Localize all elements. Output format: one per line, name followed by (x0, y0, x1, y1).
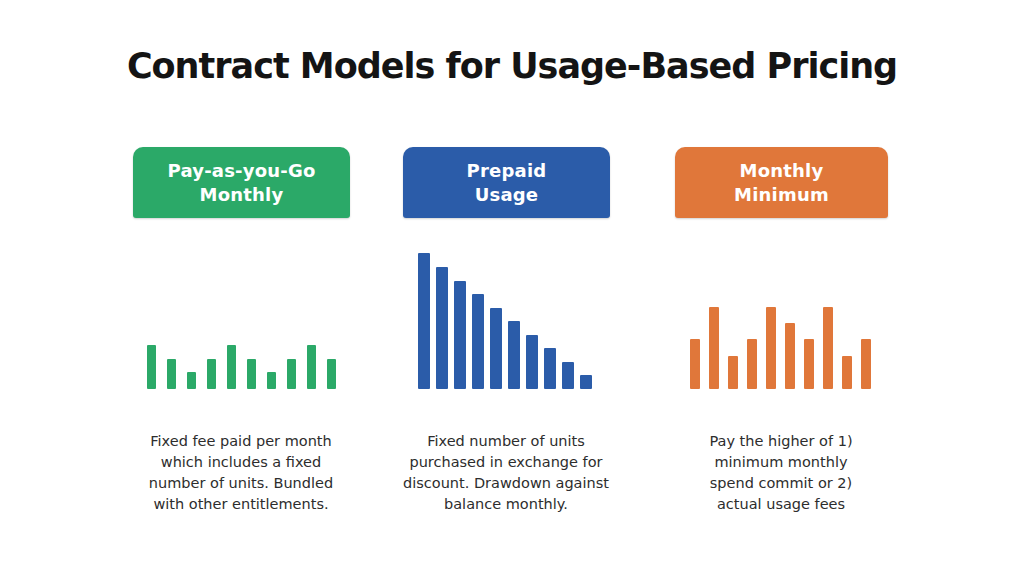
bar (167, 359, 176, 389)
bar (307, 345, 316, 389)
header-box-monthly-minimum: Monthly Minimum (675, 147, 888, 218)
bar-chart-prepaid-usage (418, 253, 592, 389)
bar-chart-monthly-minimum (690, 307, 871, 389)
bar (690, 339, 700, 389)
description-pay-as-you-go: Fixed fee paid per month which includes … (126, 431, 356, 515)
bar (147, 345, 156, 389)
bar (207, 359, 216, 389)
bar (508, 321, 520, 389)
bar (187, 372, 196, 389)
bar (247, 359, 256, 389)
description-prepaid-usage: Fixed number of units purchased in excha… (391, 431, 621, 515)
bar (472, 294, 484, 389)
bar (709, 307, 719, 389)
description-monthly-minimum: Pay the higher of 1) minimum monthly spe… (676, 431, 886, 515)
bar (436, 267, 448, 389)
header-box-prepaid-usage: Prepaid Usage (403, 147, 610, 218)
bar (327, 359, 336, 389)
bar (747, 339, 757, 389)
bar (526, 335, 538, 389)
bar (227, 345, 236, 389)
bar (804, 339, 814, 389)
bar (580, 375, 592, 389)
bar (418, 253, 430, 389)
bar (728, 356, 738, 389)
bar (267, 372, 276, 389)
bar (766, 307, 776, 389)
header-label-monthly-minimum: Monthly Minimum (734, 159, 829, 206)
bar-chart-pay-as-you-go (147, 345, 336, 389)
header-label-prepaid-usage: Prepaid Usage (467, 159, 547, 206)
header-label-pay-as-you-go: Pay-as-you-Go Monthly (168, 159, 316, 206)
bar (544, 348, 556, 389)
bar (861, 339, 871, 389)
bar (490, 308, 502, 389)
bar (823, 307, 833, 389)
bar (454, 281, 466, 389)
bar (785, 323, 795, 389)
page-title: Contract Models for Usage-Based Pricing (0, 46, 1024, 86)
slide-contract-models: Contract Models for Usage-Based Pricing … (0, 0, 1024, 576)
header-box-pay-as-you-go: Pay-as-you-Go Monthly (133, 147, 350, 218)
bar (842, 356, 852, 389)
bar (562, 362, 574, 389)
bar (287, 359, 296, 389)
